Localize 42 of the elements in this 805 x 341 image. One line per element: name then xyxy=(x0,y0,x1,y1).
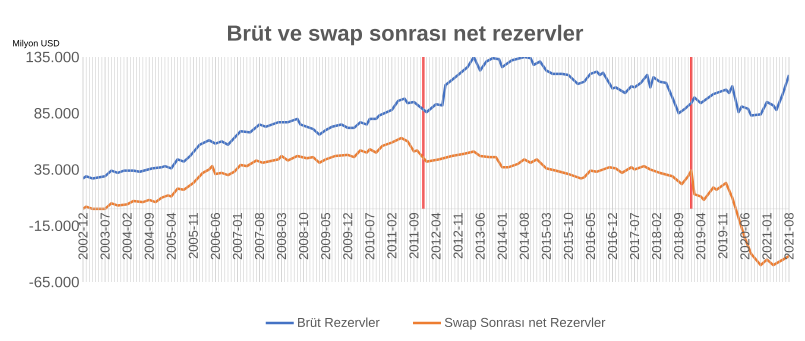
x-tick-label: 2005-11 xyxy=(188,213,198,258)
x-tick-label: 2014-08 xyxy=(520,212,529,260)
legend-label: Swap Sonrası net Rezervler xyxy=(444,318,606,330)
x-tick-label: 2015-10 xyxy=(564,212,573,260)
y-tick-label: -65.000 xyxy=(29,276,79,288)
x-tick-label: 2018-09 xyxy=(674,213,684,260)
y-tick-label: 35.000 xyxy=(34,164,79,175)
x-tick-label: 2016-05 xyxy=(586,212,596,260)
x-tick-label: 2013-06 xyxy=(476,212,485,260)
legend-label: Brüt Rezervler xyxy=(298,318,380,328)
x-tick-label: 2019-11 xyxy=(718,213,728,258)
x-tick-label: 2009-05 xyxy=(321,212,330,260)
x-tick-label: 2012-04 xyxy=(431,212,441,260)
chart-title: Brüt ve swap sonrası net rezervler xyxy=(228,24,584,46)
y-axis-title: Milyon USD xyxy=(13,40,60,48)
x-tick-label: 2009-12 xyxy=(343,213,352,260)
x-tick-label: 2008-10 xyxy=(299,212,308,260)
x-tick-label: 2020-06 xyxy=(740,212,750,260)
x-tick-label: 2008-03 xyxy=(276,212,286,260)
x-tick-label: 2018-02 xyxy=(652,213,662,260)
x-tick-label: 2003-07 xyxy=(100,213,110,260)
y-tick-label: 85.000 xyxy=(34,108,79,119)
x-tick-label: 2007-08 xyxy=(254,212,264,260)
x-tick-label: 2004-02 xyxy=(122,213,132,260)
x-tick-label: 2011-09 xyxy=(409,213,419,258)
x-tick-label: 2021-01 xyxy=(762,213,772,260)
x-tick-label: 2014-01 xyxy=(498,213,507,260)
x-tick-label: 2010-07 xyxy=(365,213,374,260)
y-tick-label: 135.000 xyxy=(26,52,79,62)
x-tick-label: 2002-12 xyxy=(78,213,88,260)
y-tick-label: -15.000 xyxy=(29,220,79,232)
x-tick-label: 2004-09 xyxy=(144,213,154,260)
x-tick-label: 2011-02 xyxy=(387,213,396,258)
x-tick-label: 2012-11 xyxy=(453,213,463,258)
x-tick-label: 2016-12 xyxy=(608,213,618,260)
x-tick-label: 2017-07 xyxy=(630,213,640,260)
x-tick-label: 2007-01 xyxy=(232,213,242,260)
x-tick-label: 2015-03 xyxy=(542,212,551,260)
x-tick-label: 2021-08 xyxy=(784,212,794,260)
x-tick-label: 2006-06 xyxy=(210,212,220,260)
x-tick-label: 2019-04 xyxy=(696,212,706,260)
x-tick-label: 2005-04 xyxy=(166,212,176,260)
